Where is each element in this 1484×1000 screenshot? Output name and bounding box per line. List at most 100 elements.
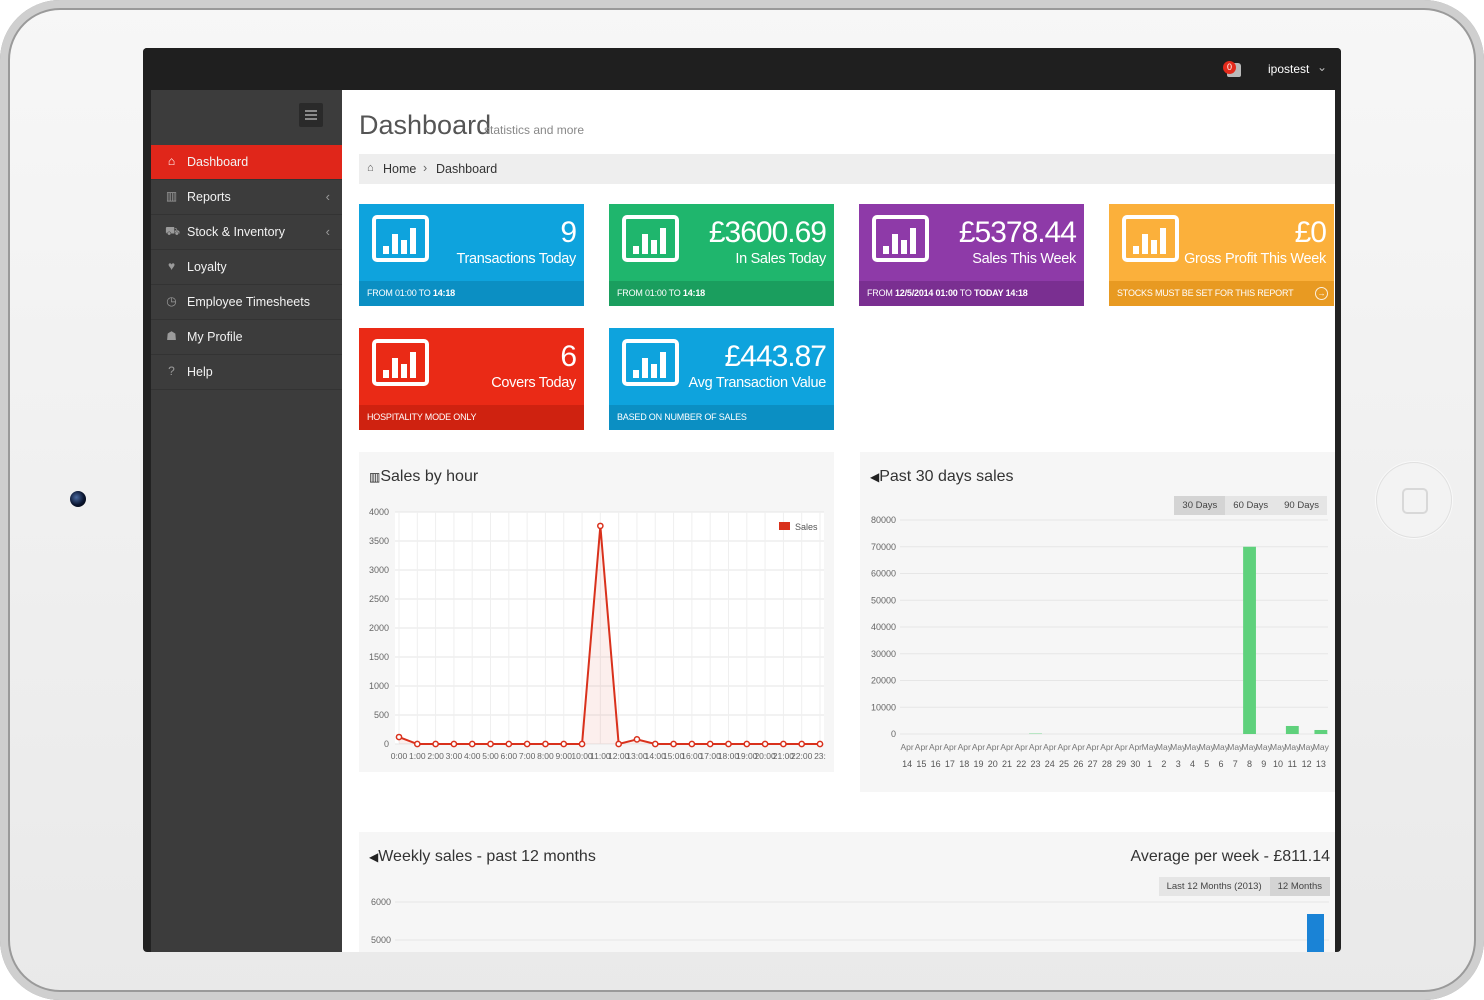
x-tick-label: 19:00 [736, 751, 758, 761]
sales-point[interactable] [578, 740, 586, 748]
main-content: Dashboard statistics and more ⌂ Home › D… [342, 90, 1335, 952]
range-button[interactable]: 30 Days [1174, 496, 1226, 515]
home-button[interactable] [1376, 462, 1452, 538]
footer-time: 12/5/2014 01:00 [895, 288, 958, 298]
stat-tile[interactable]: 9 Transactions Today FROM 01:00 TO 14:18 [359, 204, 584, 306]
range-button[interactable]: 90 Days [1276, 496, 1327, 515]
sidebar-item-help[interactable]: ? Help [151, 355, 342, 390]
bar-chart-icon [372, 339, 429, 386]
sales-point[interactable] [816, 740, 824, 748]
stat-value: 6 [560, 340, 577, 373]
x-month-label: May [1170, 742, 1187, 752]
notification-badge: 0 [1223, 61, 1236, 74]
x-tick-label: 9:00 [555, 751, 572, 761]
y-tick-label: 1500 [369, 652, 389, 662]
x-tick-label: 21 [1002, 759, 1012, 769]
sales-point[interactable] [596, 522, 604, 530]
past-30-days-panel: ◀Past 30 days sales 30 Days 60 Days 90 Day… [860, 452, 1335, 792]
x-month-label: Apr [915, 742, 928, 752]
sales-point[interactable] [688, 740, 696, 748]
day-bar[interactable] [1243, 546, 1256, 734]
sidebar-item-stock-inventory[interactable]: ⛟ Stock & Inventory ‹ [151, 215, 342, 250]
sales-point[interactable] [651, 740, 659, 748]
x-month-label: Apr [986, 742, 999, 752]
sidebar-toggle-button[interactable] [299, 103, 323, 127]
sales-point[interactable] [505, 740, 513, 748]
y-tick-label: 0 [384, 739, 389, 749]
y-tick-label: 3000 [369, 565, 389, 575]
x-tick-label: 25 [1059, 759, 1069, 769]
stat-tile[interactable]: £5378.44 Sales This Week FROM 12/5/2014 01… [859, 204, 1084, 306]
sales-point[interactable] [780, 740, 787, 748]
x-tick-label: 4 [1190, 759, 1195, 769]
day-bar[interactable] [1314, 729, 1328, 734]
chevron-down-icon[interactable]: ⌄ [1317, 60, 1328, 74]
top-navbar: 0 ipostest ⌄ [143, 48, 1341, 90]
x-tick-label: 30 [1130, 759, 1140, 769]
stat-footer: STOCKS MUST BE SET FOR THIS REPORT → [1109, 281, 1334, 306]
x-tick-label: 1 [1147, 759, 1152, 769]
range-button[interactable]: 60 Days [1225, 496, 1277, 515]
notifications-button[interactable]: 0 [1223, 61, 1245, 79]
sidebar-item-employee-timesheets[interactable]: ◷ Employee Timesheets [151, 285, 342, 320]
sales-point[interactable] [523, 740, 531, 748]
x-tick-label: 5:00 [482, 751, 499, 761]
footer-time: 14:18 [432, 288, 455, 298]
stat-tile[interactable]: £3600.69 In Sales Today FROM 01:00 TO 14:1… [609, 204, 834, 306]
sales-point[interactable] [798, 740, 806, 748]
x-tick-label: 23: [814, 751, 826, 761]
stat-tile[interactable]: £443.87 Avg Transaction Value BASED ON NUM… [609, 328, 834, 430]
period-button[interactable]: 12 Months [1269, 877, 1330, 896]
sales-point[interactable] [413, 740, 421, 748]
sales-point[interactable] [487, 740, 494, 748]
x-tick-label: 17 [945, 759, 955, 769]
x-tick-label: 28 [1102, 759, 1112, 769]
x-tick-label: 13:00 [626, 751, 648, 761]
megaphone-icon: ◀ [369, 850, 379, 864]
y-tick-label: 4000 [369, 507, 389, 517]
day-bar[interactable] [1285, 725, 1299, 734]
sidebar: ⌂ Dashboard ▥ Reports ‹ ⛟ Stock & Inventory ‹ ♥ L… [151, 90, 348, 952]
footer-text: FROM 01:00 TO [367, 288, 433, 298]
sales-point[interactable] [725, 740, 732, 748]
period-button-group: Last 12 Months (2013) 12 Months [1158, 877, 1330, 896]
y-tick-label: 60000 [871, 569, 896, 579]
x-tick-label: 24 [1045, 759, 1055, 769]
arrow-circle-icon[interactable]: → [1315, 287, 1328, 300]
x-month-label: Apr [972, 742, 985, 752]
stat-tile[interactable]: £0 Gross Profit This Week STOCKS MUST BE S… [1109, 204, 1334, 306]
x-month-label: Apr [1086, 742, 1099, 752]
range-button-group: 30 Days 60 Days 90 Days [1174, 496, 1327, 515]
sidebar-item-label: Stock & Inventory [187, 225, 285, 239]
week-bar[interactable] [1307, 914, 1324, 952]
stat-tile[interactable]: 6 Covers Today HOSPITALITY MODE ONLY [359, 328, 584, 430]
sales-point[interactable] [468, 740, 476, 748]
sales-point[interactable] [633, 736, 641, 743]
sales-point[interactable] [706, 740, 714, 748]
sidebar-item-dashboard[interactable]: ⌂ Dashboard [151, 145, 348, 180]
sidebar-item-reports[interactable]: ▥ Reports ‹ [151, 180, 342, 215]
sales-point[interactable] [560, 740, 568, 748]
sidebar-item-my-profile[interactable]: ☗ My Profile [151, 320, 342, 355]
x-tick-label: 7:00 [519, 751, 536, 761]
footer-text: STOCKS MUST BE SET FOR THIS REPORT [1117, 288, 1294, 298]
stat-label: In Sales Today [735, 251, 826, 267]
sales-point[interactable] [395, 733, 403, 741]
x-month-label: May [1213, 742, 1230, 752]
weekly-sales-title: ◀Weekly sales - past 12 months [369, 848, 596, 865]
weekly-sales-panel: ◀Weekly sales - past 12 months Average p… [359, 832, 1335, 952]
period-button[interactable]: Last 12 Months (2013) [1158, 877, 1270, 896]
sales-point[interactable] [670, 740, 677, 748]
sales-point[interactable] [615, 740, 623, 748]
sales-point[interactable] [450, 740, 458, 748]
x-month-label: May [1242, 742, 1259, 752]
user-menu[interactable]: ipostest [1268, 62, 1310, 76]
sales-point[interactable] [542, 740, 549, 748]
y-tick-label: 500 [374, 710, 389, 720]
sales-point[interactable] [743, 740, 751, 748]
sales-point[interactable] [761, 740, 769, 748]
sidebar-item-loyalty[interactable]: ♥ Loyalty [151, 250, 342, 285]
x-tick-label: 14:00 [645, 751, 667, 761]
breadcrumb-home-link[interactable]: Home [383, 162, 417, 176]
sales-point[interactable] [432, 740, 439, 748]
